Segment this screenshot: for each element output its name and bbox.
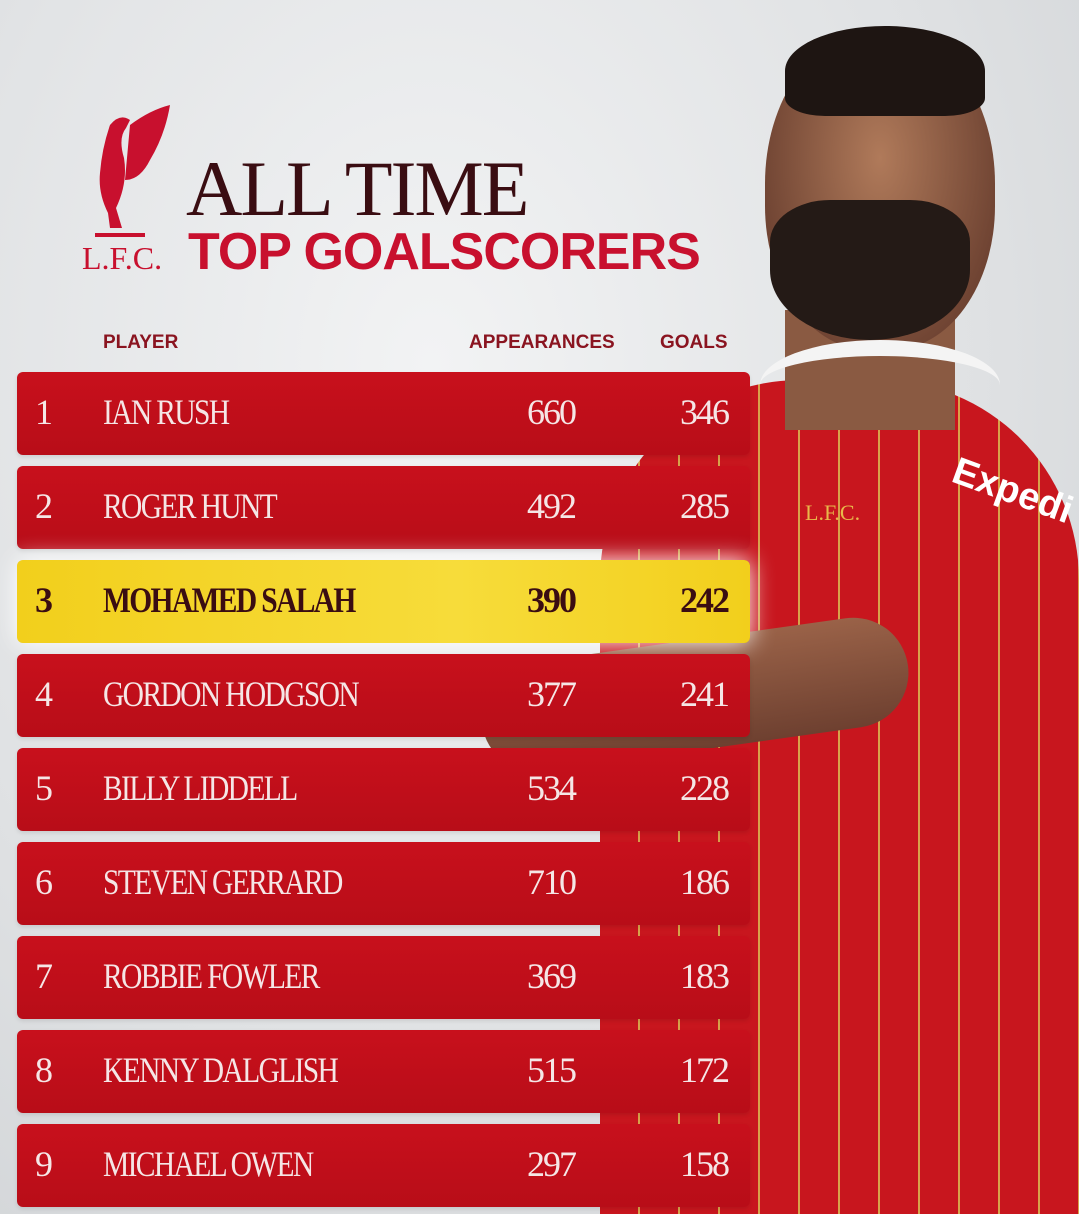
title-line1: ALL TIME: [186, 145, 529, 232]
shirt-crest: L.F.C.: [805, 500, 861, 525]
row-appearances: 515: [527, 1050, 577, 1090]
row-goals: 183: [680, 956, 730, 996]
row-goals: 172: [680, 1050, 730, 1090]
row-rank: 1: [35, 392, 53, 432]
row-appearances: 660: [527, 392, 577, 432]
row-name: BILLY LIDDELL: [103, 768, 298, 808]
row-name: MICHAEL OWEN: [103, 1144, 314, 1184]
table-row-highlighted: 3 MOHAMED SALAH 390 242: [17, 560, 750, 643]
row-name: GORDON HODGSON: [103, 674, 360, 714]
row-goals: 242: [680, 580, 730, 620]
row-appearances: 369: [527, 956, 577, 996]
row-rank: 6: [35, 862, 53, 902]
table-row: 4 GORDON HODGSON 377 241: [17, 654, 750, 737]
row-appearances: 377: [527, 674, 577, 714]
beard: [770, 200, 970, 340]
row-rank: 2: [35, 486, 53, 526]
hair: [785, 26, 985, 116]
row-rank: 3: [35, 580, 53, 620]
collar: [760, 340, 1000, 430]
row-name: ROBBIE FOWLER: [103, 956, 320, 996]
row-rank: 4: [35, 674, 53, 714]
table-row: 7 ROBBIE FOWLER 369 183: [17, 936, 750, 1019]
table-row: 1 IAN RUSH 660 346: [17, 372, 750, 455]
row-goals: 285: [680, 486, 730, 526]
column-header-goals: GOALS: [660, 332, 728, 353]
row-goals: 241: [680, 674, 730, 714]
table-row: 8 KENNY DALGLISH 515 172: [17, 1030, 750, 1113]
row-appearances: 534: [527, 768, 577, 808]
table-row: 2 ROGER HUNT 492 285: [17, 466, 750, 549]
table-row: 9 MICHAEL OWEN 297 158: [17, 1124, 750, 1207]
row-goals: 346: [680, 392, 730, 432]
title-line2: TOP GOALSCORERS: [188, 223, 701, 281]
row-rank: 7: [35, 956, 53, 996]
row-name: MOHAMED SALAH: [103, 580, 356, 620]
row-appearances: 390: [527, 580, 577, 620]
row-name: KENNY DALGLISH: [103, 1050, 339, 1090]
row-goals: 186: [680, 862, 730, 902]
row-rank: 5: [35, 768, 53, 808]
row-appearances: 710: [527, 862, 577, 902]
row-goals: 158: [680, 1144, 730, 1184]
row-rank: 8: [35, 1050, 53, 1090]
row-name: STEVEN GERRARD: [103, 862, 343, 902]
row-rank: 9: [35, 1144, 53, 1184]
row-name: IAN RUSH: [103, 392, 230, 432]
liverbird-logo-icon: [95, 105, 170, 237]
column-header-player: PLAYER: [103, 332, 179, 353]
row-appearances: 297: [527, 1144, 577, 1184]
table-row: 5 BILLY LIDDELL 534 228: [17, 748, 750, 831]
row-goals: 228: [680, 768, 730, 808]
row-appearances: 492: [527, 486, 577, 526]
column-header-appearances: APPEARANCES: [469, 332, 615, 353]
lfc-logo-text: L.F.C.: [82, 240, 163, 276]
row-name: ROGER HUNT: [103, 486, 278, 526]
table-row: 6 STEVEN GERRARD 710 186: [17, 842, 750, 925]
